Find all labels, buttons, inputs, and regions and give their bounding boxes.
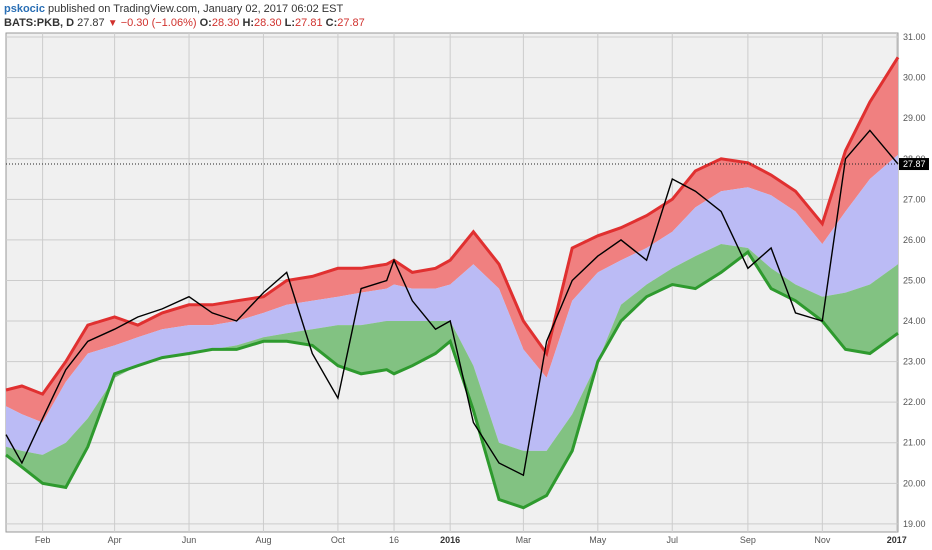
middle-band-area — [6, 154, 898, 455]
quote-line: BATS:PKB, D 27.87 ▼ −0.30 (−1.06%) O:28.… — [4, 16, 924, 31]
last-price-label: 27.87 — [903, 159, 926, 169]
x-tick-label: 16 — [389, 535, 399, 545]
close-value: 27.87 — [337, 17, 365, 29]
lines-group — [5, 56, 900, 510]
last-price-badge — [899, 158, 929, 171]
last-price: 27.87 — [77, 17, 105, 29]
bands-group — [6, 57, 898, 508]
y-tick-label: 23.00 — [903, 357, 926, 367]
y-tick-label: 19.00 — [903, 519, 926, 529]
y-tick-label: 20.00 — [903, 478, 926, 488]
x-tick-label: Jun — [182, 535, 197, 545]
axes-group: 31.0030.0029.0028.0027.0026.0025.0024.00… — [6, 32, 929, 545]
high-label: H: — [242, 17, 255, 29]
low-value: 27.81 — [295, 17, 323, 29]
upper-band-line — [5, 56, 900, 396]
x-tick-label: May — [589, 535, 607, 545]
triangle-down-icon: ▼ — [107, 18, 118, 29]
y-tick-label: 25.00 — [903, 275, 926, 285]
published-text: published on TradingView.com, January 02… — [48, 3, 344, 15]
close-label: C: — [325, 17, 338, 29]
y-tick-label: 22.00 — [903, 397, 926, 407]
high-value: 28.30 — [254, 17, 282, 29]
symbol-label[interactable]: BATS:PKB, D — [4, 17, 75, 29]
y-tick-label: 30.00 — [903, 73, 926, 83]
x-tick-label: Apr — [108, 535, 122, 545]
y-tick-label: 31.00 — [903, 32, 926, 42]
x-tick-label: Aug — [255, 535, 271, 545]
open-label: O: — [199, 17, 212, 29]
open-value: 28.30 — [211, 17, 240, 29]
y-tick-label: 26.00 — [903, 235, 926, 245]
x-tick-label: 2017 — [887, 535, 907, 545]
y-tick-label: 21.00 — [903, 438, 926, 448]
price-change: −0.30 (−1.06%) — [120, 17, 197, 29]
x-tick-label: Nov — [814, 535, 831, 545]
chart-header: pskocic published on TradingView.com, Ja… — [4, 2, 924, 32]
publish-line: pskocic published on TradingView.com, Ja… — [4, 2, 924, 16]
price-line — [5, 129, 899, 477]
x-tick-label: Oct — [331, 535, 346, 545]
x-tick-label: Jul — [666, 535, 678, 545]
y-tick-label: 29.00 — [903, 113, 926, 123]
x-tick-label: Sep — [740, 535, 756, 545]
x-tick-label: Mar — [516, 535, 532, 545]
x-tick-label: 2016 — [440, 535, 460, 545]
x-tick-label: Feb — [35, 535, 51, 545]
y-tick-label: 27.00 — [903, 194, 926, 204]
y-tick-label: 24.00 — [903, 316, 926, 326]
author-link[interactable]: pskocic — [4, 3, 45, 15]
lower-band-line — [5, 249, 899, 510]
low-label: L: — [284, 17, 296, 29]
